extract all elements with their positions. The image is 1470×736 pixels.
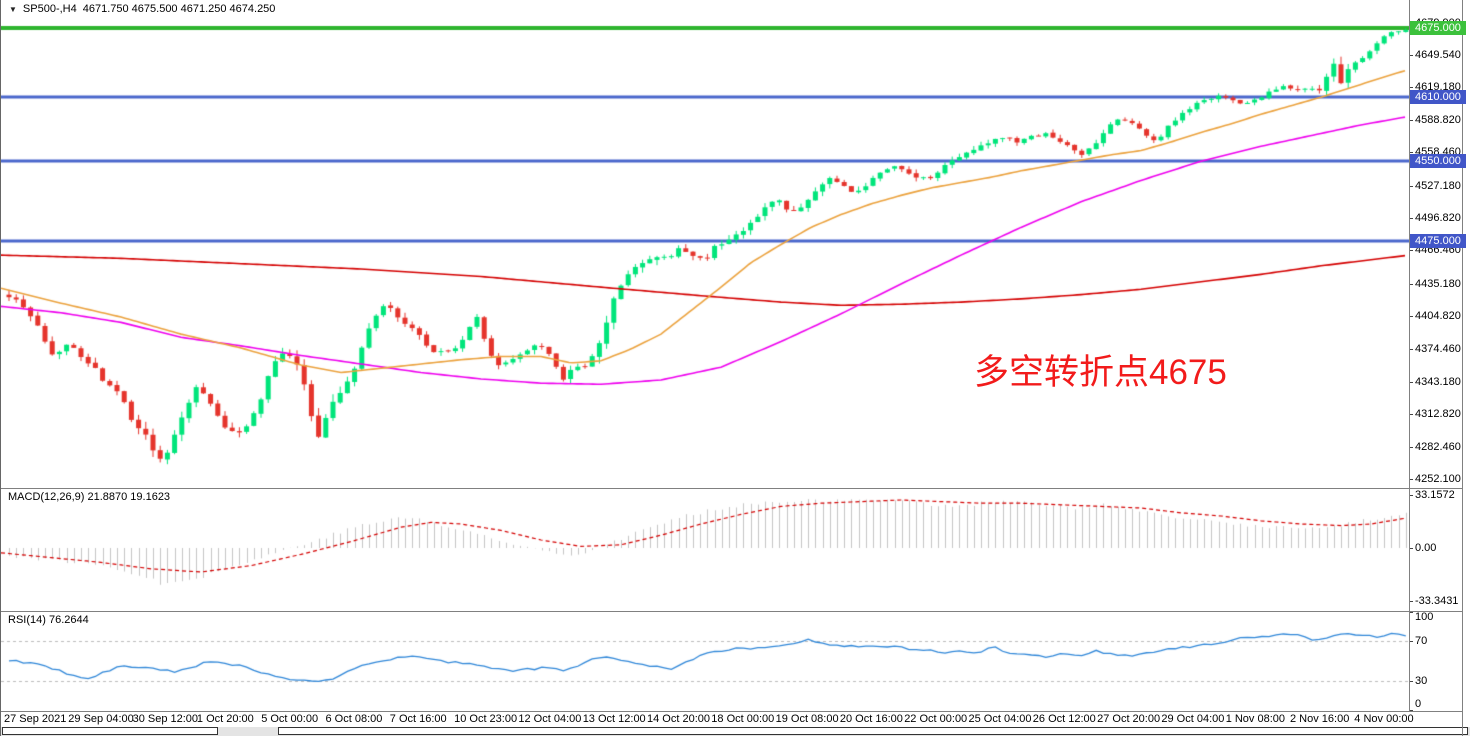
price-tick-label: 4435.180 (1415, 277, 1461, 290)
scrollbar-segment[interactable] (2, 727, 218, 735)
blue-price-label: 4475.000 (1410, 234, 1466, 249)
price-axis-border (1409, 0, 1410, 711)
price-tick-label: 4496.820 (1415, 211, 1461, 224)
date-label: 2 Nov 16:00 (1290, 713, 1350, 725)
axis-tick (1409, 414, 1413, 416)
date-label: 29 Sep 04:00 (68, 713, 134, 725)
date-label: 4 Nov 00:00 (1354, 713, 1414, 725)
bottom-scrollbar[interactable] (1, 727, 1470, 736)
axis-tick (1409, 152, 1413, 154)
date-label: 27 Sep 2021 (4, 713, 67, 725)
time-axis-line (1, 711, 1463, 712)
axis-tick (1409, 601, 1413, 603)
price-tick-label: 4588.820 (1415, 113, 1461, 126)
macd-tick-label: 0.00 (1415, 542, 1437, 554)
axis-tick (1409, 381, 1413, 383)
rsi-tick-label: 0 (1415, 698, 1422, 710)
symbol-timeframe-label: SP500-,H4 (22, 3, 77, 15)
price-tick-label: 4282.460 (1415, 440, 1461, 453)
price-tick-label: 4527.180 (1415, 179, 1461, 192)
date-label: 7 Oct 16:00 (389, 713, 447, 725)
date-label: 14 Oct 20:00 (647, 713, 710, 725)
date-label: 19 Oct 08:00 (775, 713, 839, 725)
price-tick-label: 4404.820 (1415, 310, 1461, 323)
price-tick-label: 4252.100 (1415, 473, 1461, 486)
date-label: 13 Oct 12:00 (582, 713, 646, 725)
rsi-panel-canvas[interactable] (1, 612, 1409, 710)
axis-tick (1409, 494, 1413, 496)
ohlc-values: 4671.750 4675.500 4671.250 4674.250 (82, 3, 276, 15)
axis-tick (1409, 680, 1413, 682)
axis-tick (1409, 446, 1413, 448)
axis-tick (1409, 119, 1413, 121)
axis-tick (1409, 250, 1413, 252)
macd-tick-label: 33.1572 (1415, 488, 1455, 501)
blue-price-label: 4550.000 (1410, 154, 1466, 169)
axis-tick (1409, 710, 1413, 711)
panel-separator[interactable] (1, 611, 1463, 612)
green-price-label: 4675.000 (1410, 20, 1466, 35)
axis-tick (1409, 641, 1413, 643)
axis-tick (1409, 55, 1413, 56)
time-axis[interactable]: 27 Sep 2021 29 Sep 04:00 30 Sep 12:00 1 Oct… (1, 712, 1463, 727)
date-label: 1 Nov 08:00 (1225, 713, 1286, 725)
panel-separator[interactable] (1, 488, 1463, 489)
price-tick-label: 4312.820 (1415, 408, 1461, 421)
axis-tick (1409, 283, 1413, 285)
axis-tick (1409, 185, 1413, 187)
rsi-tick-label: 100 (1415, 611, 1434, 623)
date-label: 30 Sep 12:00 (132, 713, 199, 725)
date-label: 29 Oct 04:00 (1161, 713, 1225, 725)
date-label: 1 Oct 20:00 (196, 713, 254, 725)
rsi-indicator-label: RSI(14) 76.2644 (8, 614, 89, 626)
axis-tick (1409, 348, 1413, 350)
date-label: 22 Oct 00:00 (904, 713, 968, 725)
date-label: 26 Oct 12:00 (1032, 713, 1096, 725)
price-tick-label: 4649.540 (1415, 49, 1461, 61)
date-label: 6 Oct 08:00 (325, 713, 383, 725)
annotation-text: 多空转折点4675 (974, 353, 1227, 392)
axis-tick (1409, 87, 1413, 89)
axis-tick (1409, 479, 1413, 481)
axis-tick (1409, 217, 1413, 219)
axis-tick (1409, 548, 1413, 549)
axis-tick (1409, 612, 1413, 613)
date-label: 5 Oct 00:00 (261, 713, 319, 725)
macd-indicator-label: MACD(12,26,9) 21.8870 19.1623 (8, 491, 171, 503)
rsi-tick-label: 70 (1415, 635, 1428, 648)
date-label: 20 Oct 16:00 (839, 713, 903, 725)
date-label: 25 Oct 04:00 (968, 713, 1032, 725)
date-label: 12 Oct 04:00 (518, 713, 582, 725)
macd-tick-label: -33.3431 (1415, 595, 1459, 608)
symbol-dropdown-icon[interactable]: ▼ (9, 4, 17, 14)
date-label: 27 Oct 20:00 (1097, 713, 1161, 725)
axis-tick (1409, 316, 1413, 318)
date-label: 18 Oct 00:00 (711, 713, 775, 725)
price-tick-label: 4343.180 (1415, 375, 1461, 388)
blue-price-label: 4610.000 (1410, 90, 1466, 105)
price-chart-canvas[interactable] (1, 0, 1409, 488)
macd-panel-canvas[interactable] (1, 489, 1409, 610)
rsi-tick-label: 30 (1415, 674, 1428, 687)
scrollbar-thumb[interactable] (278, 727, 1468, 735)
price-tick-label: 4374.460 (1415, 342, 1461, 355)
window-right-border (1462, 0, 1463, 736)
chart-header: ▼ SP500-,H4 4671.750 4675.500 4671.250 4… (9, 3, 275, 15)
date-label: 10 Oct 23:00 (454, 713, 518, 725)
